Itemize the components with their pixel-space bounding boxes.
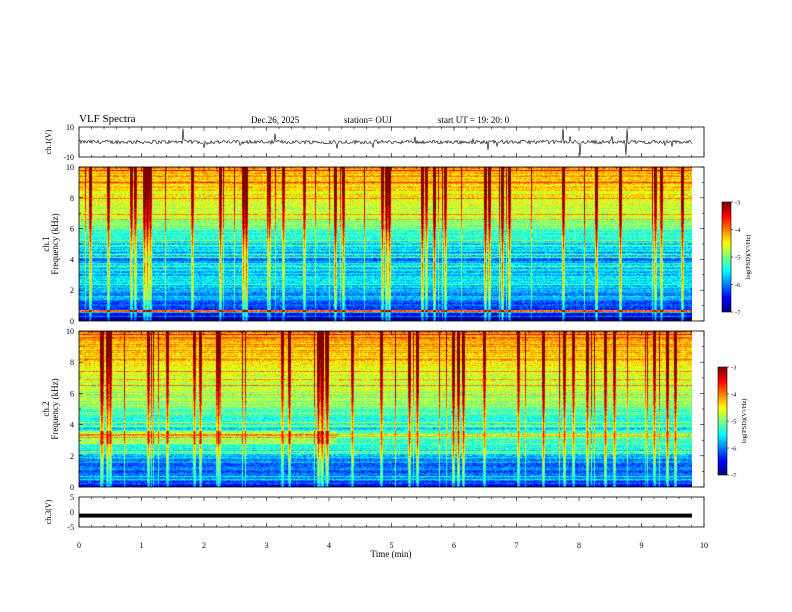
y-tick-label: 6 (70, 225, 74, 234)
ch3-waveform-frame (78, 496, 705, 528)
ch2-colorbar-label: log(PSD)(V²/Hz) (741, 399, 748, 444)
ch3-ytick-top: 5 (70, 493, 74, 502)
x-tick-label: 4 (327, 541, 331, 550)
ch1-spectrogram-image (79, 167, 692, 321)
ch1-waveform-frame (78, 126, 705, 158)
x-tick-label: 3 (265, 541, 269, 550)
ch2-colorbar: -3 -4 -5 -6 -7 log(PSD)(V²/Hz) (717, 365, 748, 480)
colorbar-tick-label: -3 (731, 365, 736, 372)
ch3-ytick-middle: 0 (70, 508, 74, 517)
ch2-spectrogram-ylabel-channel: ch.2 (41, 401, 51, 416)
x-tick-label: 9 (640, 541, 644, 550)
y-tick-label: 10 (66, 163, 74, 172)
colorbar-tick-label: -7 (735, 310, 741, 317)
y-tick-label: 6 (70, 389, 74, 398)
ch3-ytick-bottom: -5 (67, 523, 74, 532)
ch1-waveform-line (78, 128, 693, 156)
ch1-spectrogram-panel: 0 2 4 6 8 10 ch.1 Frequency (kHz) (41, 163, 705, 326)
x-tick-label: 0 (77, 541, 81, 550)
start-time-label: start UT = 19: 20: 0 (438, 115, 510, 125)
x-tick-label: 5 (390, 541, 394, 550)
y-tick-label: 8 (70, 194, 74, 203)
date-label: Dec.26, 2025 (251, 115, 300, 125)
ch1-ylabel: ch.1(V) (44, 129, 53, 154)
x-axis-label: Time (min) (371, 549, 412, 559)
ch2-spectrogram-panel: 0 2 4 6 8 10 ch.2 Frequency (kHz) (41, 327, 705, 492)
x-tick-label: 10 (700, 541, 708, 550)
y-tick-label: 4 (70, 255, 74, 264)
x-tick-label: 8 (577, 541, 581, 550)
ch1-waveform-panel: 10 -10 ch.1(V) (44, 123, 705, 162)
ch1-spectrogram-ylabel-channel: ch.1 (41, 236, 51, 251)
chart-title: VLF Spectra (79, 113, 136, 125)
x-tick-label: 7 (515, 541, 519, 550)
ch1-spectrogram-ylabel-freq: Frequency (kHz) (50, 213, 60, 274)
ch1-colorbar-label: log(PSD)(V²/Hz) (745, 235, 752, 280)
ch2-spectrogram-ylabel-freq: Frequency (kHz) (50, 378, 60, 439)
colorbar-tick-label: -3 (735, 200, 740, 207)
colorbar-tick-label: -5 (735, 255, 740, 262)
y-tick-label: 0 (70, 317, 74, 326)
x-tick-label: 6 (452, 541, 456, 550)
ch3-ylabel: ch.3(V) (44, 499, 53, 524)
ch1-ytick-top: 10 (66, 123, 74, 132)
ch1-ytick-bottom: -10 (63, 153, 74, 162)
colorbar-tick-label: -6 (731, 446, 737, 453)
y-tick-label: 4 (70, 421, 74, 430)
y-tick-label: 2 (70, 286, 74, 295)
colorbar-tick-label: -6 (735, 282, 741, 289)
x-tick-label: 2 (202, 541, 206, 550)
time-x-axis: 0 1 2 3 4 5 6 7 8 9 10 0 (70, 127, 708, 550)
y-tick-label: 2 (70, 452, 74, 461)
y-tick-label: 8 (70, 358, 74, 367)
colorbar-tick-label: -7 (731, 473, 737, 480)
ch1-colorbar-image (722, 202, 731, 312)
ch3-waveform-panel: 5 -5 ch.3(V) (44, 493, 705, 532)
colorbar-tick-label: -5 (731, 419, 736, 426)
ch3-waveform-line (79, 513, 692, 518)
x-tick-label: 1 (140, 541, 144, 550)
ch1-colorbar: -3 -4 -5 -6 -7 log(PSD)(V²/Hz) (721, 200, 752, 317)
station-label: station= OUJ (344, 115, 392, 125)
colorbar-tick-label: -4 (735, 227, 741, 234)
y-tick-label: 10 (66, 327, 74, 336)
ch2-spectrogram-image (79, 331, 692, 487)
ch2-colorbar-image (718, 367, 727, 475)
y-tick-label: 0 (70, 483, 74, 492)
colorbar-tick-label: -4 (731, 392, 737, 399)
